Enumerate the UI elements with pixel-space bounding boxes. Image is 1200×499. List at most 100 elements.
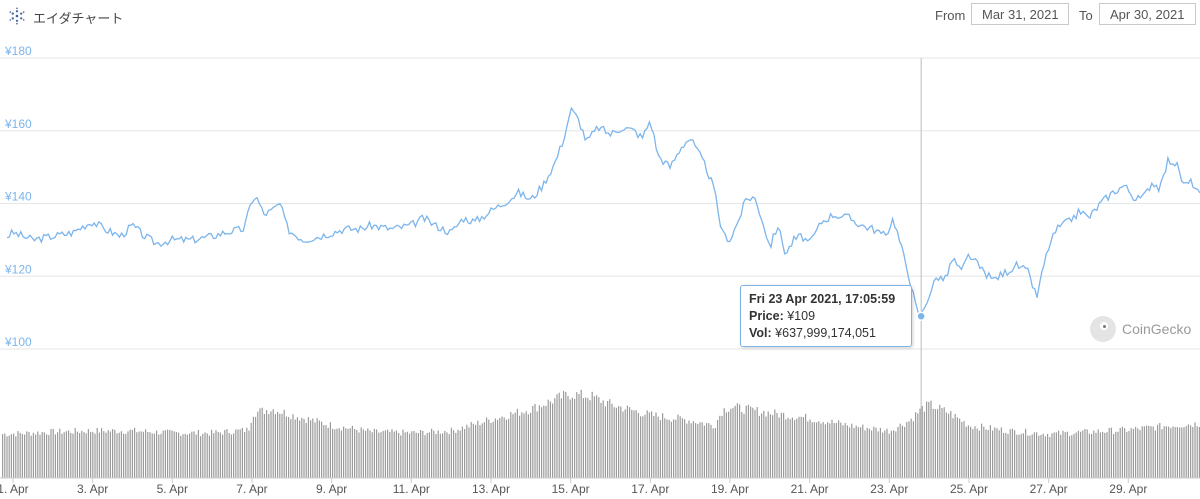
volume-bar: [549, 401, 551, 478]
volume-bar: [195, 434, 197, 478]
volume-bar: [912, 421, 914, 478]
volume-bar: [807, 421, 809, 478]
volume-bar: [985, 429, 987, 478]
volume-bar: [928, 402, 930, 478]
x-tick-label: 29. Apr: [1109, 482, 1147, 496]
volume-bar: [930, 400, 932, 478]
y-tick-label: ¥160: [4, 117, 32, 131]
volume-bar: [400, 435, 402, 478]
from-date-input[interactable]: [971, 3, 1069, 25]
volume-bar: [576, 392, 578, 478]
volume-bar: [347, 429, 349, 478]
volume-bar: [340, 430, 342, 478]
tooltip-price-value: ¥109: [787, 309, 816, 323]
volume-bar: [651, 411, 653, 478]
volume-bar: [956, 417, 958, 478]
volume-bar: [1190, 425, 1192, 478]
volume-bar: [963, 421, 965, 478]
volume-bar: [523, 413, 525, 478]
volume-bar: [664, 418, 666, 478]
volume-bar: [849, 427, 851, 478]
volume-bar: [294, 419, 296, 478]
volume-bar: [1128, 430, 1130, 478]
volume-bar: [675, 419, 677, 478]
volume-bar: [464, 429, 466, 478]
volume-bar: [206, 433, 208, 478]
volume-bar: [712, 428, 714, 478]
volume-bar: [662, 413, 664, 478]
x-tick-label: 27. Apr: [1030, 482, 1068, 496]
volume-bar: [981, 423, 983, 478]
volume-bar: [1051, 433, 1053, 478]
volume-bar: [1148, 425, 1150, 478]
price-tooltip: Fri 23 Apr 2021, 17:05:59 Price: ¥109 Vo…: [740, 285, 912, 347]
volume-bar: [101, 428, 103, 478]
volume-bar: [743, 413, 745, 478]
volume-bar: [948, 413, 950, 478]
volume-bar: [978, 430, 980, 478]
volume-bar: [719, 415, 721, 478]
volume-bar: [193, 431, 195, 478]
volume-bar: [1016, 434, 1018, 478]
volume-bar: [613, 407, 615, 478]
volume-bar: [725, 412, 727, 478]
volume-bar: [1091, 433, 1093, 478]
volume-bar: [785, 419, 787, 478]
volume-bar: [824, 424, 826, 478]
volume-bar: [402, 429, 404, 478]
x-tick-label: 15. Apr: [552, 482, 590, 496]
volume-bar: [222, 434, 224, 478]
volume-bar: [406, 431, 408, 478]
volume-bar: [1000, 427, 1002, 478]
volume-bar: [96, 428, 98, 478]
volume-bar: [877, 431, 879, 478]
volume-bar: [1011, 428, 1013, 478]
volume-bar: [378, 432, 380, 478]
volume-bar: [1141, 426, 1143, 478]
volume-bar: [734, 405, 736, 478]
to-date-input[interactable]: [1099, 3, 1196, 25]
volume-bar: [679, 416, 681, 478]
volume-bar: [453, 430, 455, 478]
volume-bar: [545, 406, 547, 478]
volume-bar: [754, 409, 756, 478]
volume-bar: [1060, 434, 1062, 478]
volume-bar: [147, 432, 149, 478]
volume-bar: [233, 433, 235, 478]
volume-bar: [290, 419, 292, 478]
volume-bar: [1157, 424, 1159, 478]
volume-bar: [961, 422, 963, 478]
volume-bar: [974, 426, 976, 478]
volume-bar: [48, 435, 50, 478]
volume-bar: [516, 408, 518, 478]
volume-bar: [1003, 432, 1005, 478]
volume-bar: [600, 402, 602, 478]
volume-bar: [1071, 435, 1073, 478]
volume-bar: [813, 422, 815, 478]
volume-bar: [752, 407, 754, 478]
volume-bar: [519, 415, 521, 478]
x-tick-label: 19. Apr: [711, 482, 749, 496]
volume-bar: [668, 419, 670, 478]
volume-bar: [633, 410, 635, 478]
volume-bar: [1099, 432, 1101, 478]
volume-bar: [534, 403, 536, 478]
volume-bar: [1196, 426, 1198, 478]
volume-bar: [129, 429, 131, 478]
volume-bar: [910, 418, 912, 478]
volume-bar: [875, 427, 877, 478]
volume-bar: [732, 407, 734, 478]
volume-bar: [657, 416, 659, 478]
volume-bar: [1119, 428, 1121, 478]
volume-bar: [494, 418, 496, 478]
volume-bar: [479, 425, 481, 478]
volume-bar: [125, 433, 127, 478]
volume-bar: [899, 423, 901, 478]
volume-bar: [543, 405, 545, 478]
volume-bar: [1176, 427, 1178, 478]
volume-bar: [37, 431, 39, 478]
volume-bar: [686, 423, 688, 478]
volume-bar: [677, 414, 679, 478]
volume-bar: [811, 422, 813, 478]
